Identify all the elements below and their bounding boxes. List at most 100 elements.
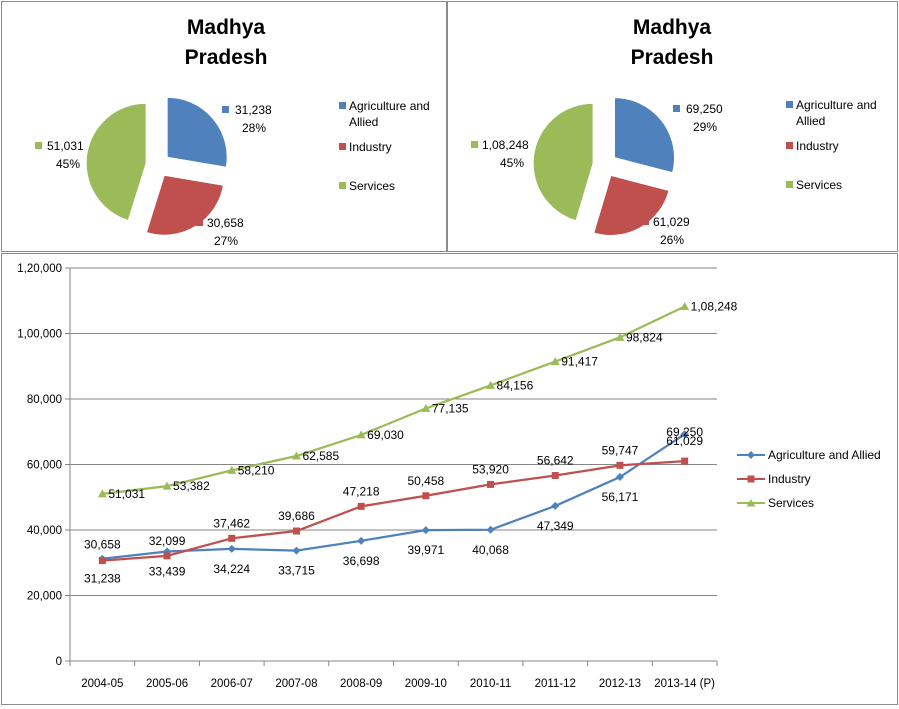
x-tick-label: 2004-05 xyxy=(81,678,123,690)
data-label: 98,824 xyxy=(626,330,663,344)
data-label: 39,971 xyxy=(407,543,444,557)
x-tick-label: 2006-07 xyxy=(211,678,253,690)
legend-marker xyxy=(746,499,756,507)
data-point xyxy=(227,465,237,474)
data-label: 56,171 xyxy=(602,490,639,504)
data-point xyxy=(551,471,559,479)
y-tick-label: 20,000 xyxy=(27,591,62,603)
pie-slice-agriculture-and-allied xyxy=(613,97,675,174)
data-point xyxy=(162,481,172,490)
data-point xyxy=(422,492,430,500)
legend-swatch xyxy=(786,142,793,149)
pie-slice-agriculture-and-allied xyxy=(166,96,228,168)
data-label: 1,08,248 xyxy=(691,299,738,313)
legend-swatch xyxy=(786,181,793,188)
slice-label-marker xyxy=(196,219,203,226)
slice-value-label: 69,250 xyxy=(686,102,723,116)
pie-slice-services xyxy=(85,102,147,222)
slice-percent-label: 27% xyxy=(214,234,238,248)
data-point xyxy=(615,332,625,341)
slice-label-marker xyxy=(471,141,478,148)
x-tick-label: 2007-08 xyxy=(275,678,317,690)
data-label: 53,920 xyxy=(472,462,509,476)
slice-percent-label: 29% xyxy=(693,120,717,134)
data-label: 47,349 xyxy=(537,519,574,533)
data-label: 69,030 xyxy=(367,428,404,442)
data-label: 32,099 xyxy=(149,534,186,548)
pie-title-line-2: Pradesh xyxy=(185,46,268,69)
y-tick-label: 1,20,000 xyxy=(17,263,62,275)
data-point xyxy=(421,403,431,412)
data-label: 40,068 xyxy=(472,543,509,557)
legend-swatch xyxy=(339,182,346,189)
data-label: 50,458 xyxy=(407,474,444,488)
legend-label: Services xyxy=(768,496,814,510)
legend-label: Allied xyxy=(796,114,825,128)
data-label: 30,658 xyxy=(84,538,121,552)
data-label: 62,585 xyxy=(302,449,339,463)
y-tick-label: 80,000 xyxy=(27,394,62,406)
pie-slice-industry xyxy=(593,174,670,236)
data-point xyxy=(163,552,171,560)
pie-title-line-1: Madhya xyxy=(633,16,712,39)
x-tick-label: 2011-12 xyxy=(535,678,576,690)
data-label: 61,029 xyxy=(666,434,703,448)
data-label: 34,224 xyxy=(213,562,250,576)
data-label: 58,210 xyxy=(238,463,275,477)
data-label: 37,462 xyxy=(213,516,250,530)
data-point xyxy=(291,451,301,460)
data-label: 77,135 xyxy=(432,401,469,415)
legend-label: Industry xyxy=(796,139,839,153)
pie-chart-panel-2: Madhya Pradesh 69,250 29% 61,029 26% 1,0… xyxy=(447,1,898,252)
slice-label-marker xyxy=(222,106,229,113)
slice-value-label: 61,029 xyxy=(653,215,690,229)
data-point xyxy=(228,534,236,542)
data-label: 84,156 xyxy=(497,378,534,392)
slice-percent-label: 28% xyxy=(242,121,266,135)
legend-label: Services xyxy=(349,179,395,193)
pie-title-line-1: Madhya xyxy=(187,16,266,39)
data-point xyxy=(551,501,560,510)
slice-label-marker xyxy=(673,105,680,112)
data-point xyxy=(421,526,430,535)
series-line-industry xyxy=(102,460,685,562)
data-label: 91,417 xyxy=(561,355,598,369)
data-label: 33,439 xyxy=(149,564,186,578)
x-tick-label: 2010-11 xyxy=(470,678,511,690)
legend-marker xyxy=(747,451,755,459)
y-tick-label: 1,00,000 xyxy=(17,329,62,341)
data-label: 53,382 xyxy=(173,479,210,493)
data-point xyxy=(680,430,689,439)
data-label: 51,031 xyxy=(108,487,145,501)
data-point xyxy=(227,544,236,553)
data-point xyxy=(616,461,624,469)
legend-swatch xyxy=(339,102,346,109)
x-tick-label: 2008-09 xyxy=(340,678,382,690)
legend-swatch xyxy=(786,101,793,108)
data-point xyxy=(357,536,366,545)
legend-label: Services xyxy=(796,178,842,192)
data-label: 36,698 xyxy=(343,554,380,568)
slice-value-label: 1,08,248 xyxy=(482,138,529,152)
data-point xyxy=(292,546,301,555)
slice-percent-label: 26% xyxy=(660,233,684,247)
data-point xyxy=(681,457,689,465)
slice-value-label: 51,031 xyxy=(47,139,84,153)
line-chart-panel: 0 20,000 40,000 60,000 80,000 1,00,000 1,20,00… xyxy=(1,253,898,705)
y-tick-label: 0 xyxy=(56,656,62,668)
slice-percent-label: 45% xyxy=(56,157,80,171)
data-point xyxy=(487,480,495,488)
legend-label: Allied xyxy=(349,115,378,129)
pie-chart-panel-1: Madhya Pradesh 31,238 28% 30,658 27% 51,… xyxy=(1,1,447,252)
y-tick-label: 60,000 xyxy=(27,460,62,472)
slice-percent-label: 45% xyxy=(500,156,524,170)
legend-label: Industry xyxy=(768,472,811,486)
data-point xyxy=(357,502,365,510)
data-label: 33,715 xyxy=(278,564,315,578)
data-label: 56,642 xyxy=(537,453,574,467)
y-tick-label: 40,000 xyxy=(27,525,62,537)
data-label: 39,686 xyxy=(278,509,315,523)
legend-swatch xyxy=(339,143,346,150)
legend-label: Agriculture and xyxy=(349,99,430,113)
data-label: 69,250 xyxy=(666,425,703,439)
